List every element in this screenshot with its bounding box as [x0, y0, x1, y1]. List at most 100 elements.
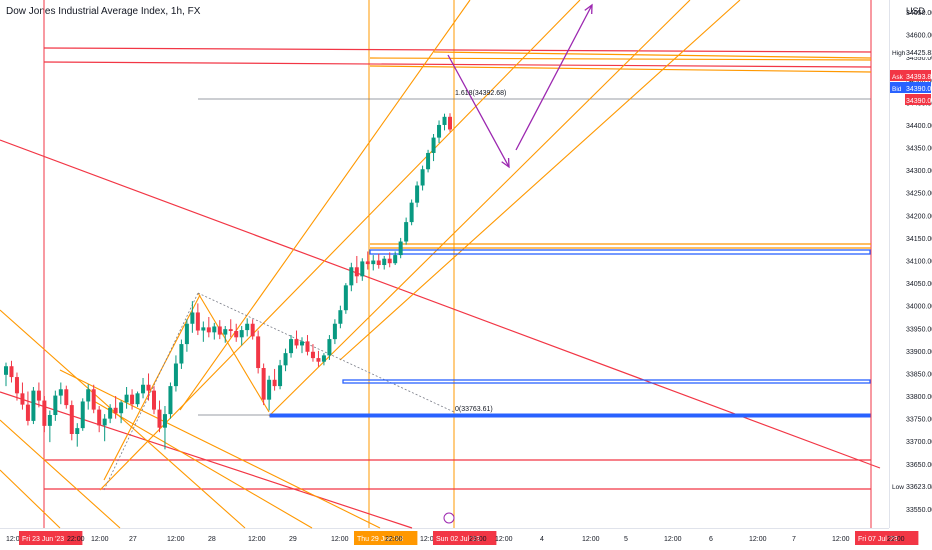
- time-tick: 12:00: [248, 536, 266, 543]
- time-tick: 22:00: [887, 536, 905, 543]
- candle: [387, 258, 392, 264]
- price-tag-value: 34390.03: [906, 98, 932, 105]
- price-tag-value: 33623.03: [906, 484, 932, 491]
- projection-arrow: [515, 4, 593, 151]
- time-tick: 12:00: [749, 536, 767, 543]
- channel-line: [103, 294, 201, 481]
- time-tag-bg: [354, 531, 418, 545]
- trend-line: [59, 369, 381, 529]
- candle: [343, 285, 348, 311]
- candle: [393, 255, 398, 264]
- candle: [256, 336, 261, 369]
- candle: [162, 414, 167, 428]
- candle: [442, 116, 447, 125]
- horizontal-line: [369, 57, 872, 61]
- candle: [146, 384, 151, 391]
- candle: [223, 329, 228, 335]
- candle: [80, 401, 85, 429]
- zone-box: [269, 413, 871, 418]
- candle: [124, 394, 129, 403]
- candle: [173, 363, 178, 387]
- candle: [190, 312, 195, 324]
- arrow-head: [584, 3, 593, 15]
- candle: [113, 407, 118, 414]
- candle: [64, 389, 69, 406]
- fib-label: 1.618(34392.68): [455, 90, 506, 97]
- price-tick: 33950.00: [906, 326, 932, 333]
- pattern-line: [103, 292, 199, 491]
- price-tick: 34350.00: [906, 146, 932, 153]
- candle: [316, 358, 321, 362]
- candle: [426, 152, 431, 170]
- price-tick: 34000.00: [906, 304, 932, 311]
- candle: [179, 344, 184, 364]
- time-tick: 7: [792, 536, 796, 543]
- horizontal-line: [433, 51, 872, 59]
- channel-line: [99, 0, 581, 491]
- candle: [206, 327, 211, 333]
- candle: [141, 384, 146, 394]
- time-tick: 12:00: [582, 536, 600, 543]
- candle: [9, 366, 14, 378]
- candle: [310, 351, 315, 359]
- time-tick: Fri 07 Jul '23: [858, 536, 898, 543]
- candle: [365, 261, 370, 265]
- zone-box: [369, 249, 871, 255]
- drawings-layer: 1.618(34392.68) 0(33763.61): [0, 0, 881, 529]
- candle: [53, 395, 58, 416]
- zone-box: [342, 379, 871, 384]
- candle: [4, 366, 8, 375]
- trend-line: [91, 399, 313, 529]
- time-tick: 23:00: [469, 536, 487, 543]
- candles-layer: [4, 113, 452, 450]
- candle: [448, 116, 452, 130]
- time-tick: Sun 02 Jul '23: [436, 536, 480, 543]
- candle: [184, 323, 189, 345]
- candle: [289, 339, 294, 354]
- time-tick: 12:00: [495, 536, 513, 543]
- trend-line: [0, 469, 61, 529]
- channel-line: [268, 0, 691, 417]
- candle: [338, 310, 343, 324]
- time-tick: 22:00: [385, 536, 403, 543]
- price-tag-bg: [905, 82, 931, 93]
- price-tick: 34250.00: [906, 191, 932, 198]
- price-tick: 34400.00: [906, 123, 932, 130]
- time-tick: 12:00: [664, 536, 682, 543]
- candle: [398, 241, 403, 256]
- price-tick: 34200.00: [906, 213, 932, 220]
- price-tag-bg: [905, 480, 931, 491]
- candle: [69, 405, 74, 434]
- time-tick: Thu 29 Jun '23: [357, 536, 403, 543]
- price-tick: 34150.00: [906, 236, 932, 243]
- candle: [321, 355, 326, 362]
- time-tick: 28: [208, 536, 216, 543]
- candle: [152, 390, 156, 410]
- candle: [102, 418, 107, 426]
- candle: [382, 258, 387, 266]
- candle: [327, 339, 332, 356]
- price-tag-bg: [890, 46, 905, 57]
- horizontal-line: [43, 61, 872, 68]
- candle: [195, 312, 200, 331]
- candle: [376, 260, 381, 266]
- candle: [272, 379, 277, 387]
- candle: [14, 377, 19, 394]
- candle: [31, 390, 36, 421]
- candle: [283, 353, 288, 366]
- candle: [261, 368, 266, 400]
- candle: [437, 124, 442, 138]
- candle: [86, 389, 91, 402]
- price-tag-value: 34390.03: [906, 86, 932, 93]
- candle: [250, 323, 255, 337]
- price-tick: 33700.00: [906, 439, 932, 446]
- price-axis: 34650.0034600.0034550.0034500.0034450.00…: [906, 10, 932, 514]
- price-tag-label: Bid: [892, 86, 902, 93]
- price-tick: 34050.00: [906, 281, 932, 288]
- price-tick: 33650.00: [906, 462, 932, 469]
- candle: [239, 330, 244, 338]
- time-tick: 27: [129, 536, 137, 543]
